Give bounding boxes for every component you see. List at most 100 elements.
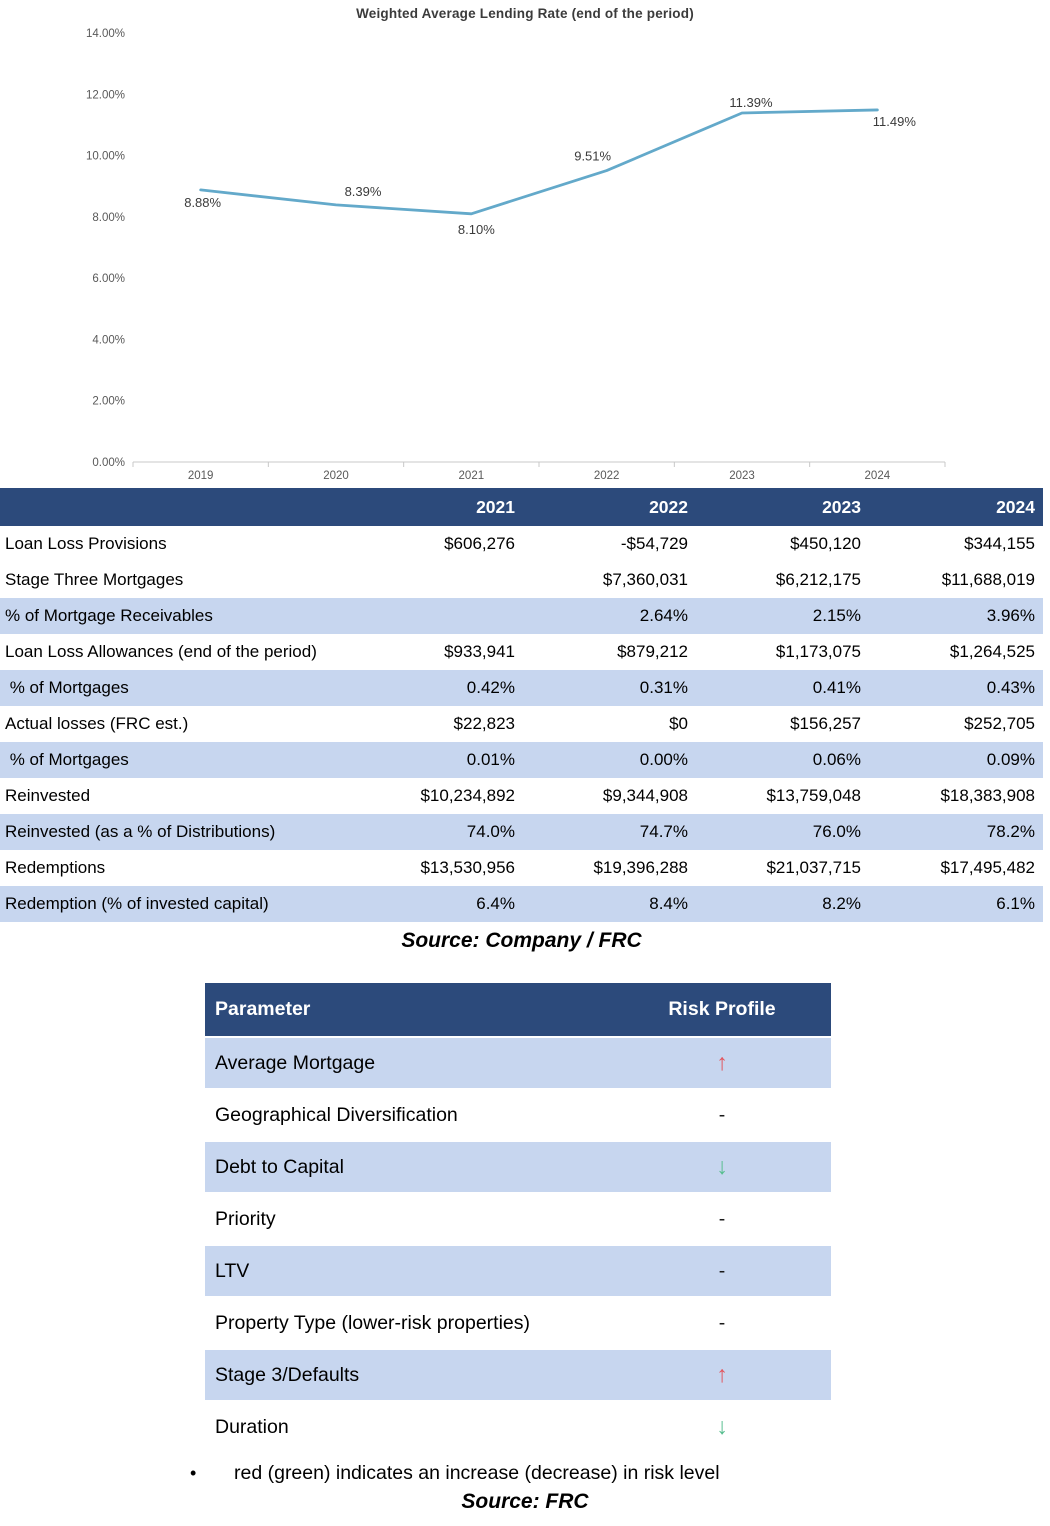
cell-value: 0.01% <box>466 750 515 769</box>
year-column-header: 2024 <box>869 488 1043 526</box>
risk-row: Geographical Diversification - <box>205 1089 831 1141</box>
y-axis-tick-label: 0.00% <box>92 457 125 469</box>
cell-value: $6,212,175 <box>775 570 861 589</box>
cell-value: $450,120 <box>790 534 861 553</box>
table-row: Actual losses (FRC est.) $22,823 $0 $156,25… <box>0 706 1043 742</box>
cell-value: $10,234,892 <box>420 786 515 805</box>
table-row: Redemption (% of invested capital) 6.4% 8.… <box>0 886 1043 922</box>
x-axis-tick-label: 2021 <box>459 470 485 482</box>
cell-value <box>350 562 523 598</box>
risk-indicator-cell: - <box>613 1245 831 1297</box>
risk-row: Average Mortgage ↑ <box>205 1037 831 1089</box>
risk-parameter-label: Property Type (lower-risk properties) <box>215 1311 530 1334</box>
cell-value: $11,688,019 <box>941 570 1035 589</box>
cell-value: $933,941 <box>444 642 515 661</box>
cell-value: $879,212 <box>617 642 688 661</box>
row-label: Loan Loss Provisions <box>5 534 167 553</box>
cell-value: 8.4% <box>649 894 688 913</box>
risk-indicator-cell: ↓ <box>613 1401 831 1452</box>
parameter-column-header: Parameter <box>205 983 613 1037</box>
source-company-frc: Source: Company / FRC <box>401 929 642 952</box>
cell-value: 6.4% <box>476 894 515 913</box>
risk-indicator-cell: ↑ <box>613 1349 831 1401</box>
cell-value: 3.96% <box>986 606 1035 625</box>
risk-neutral-dash: - <box>718 1311 726 1334</box>
chart-canvas: 0.00% 2.00% 4.00% 6.00% 8.00% 10.00% 12.00% 14.… <box>86 28 946 482</box>
table-row: Reinvested (as a % of Distributions) 74.0… <box>0 814 1043 850</box>
cell-value: $606,276 <box>444 534 515 553</box>
cell-value: 0.09% <box>986 750 1035 769</box>
table-row: % of Mortgage Receivables 2.64% 2.15% 3.96% <box>0 598 1043 634</box>
cell-value: 74.7% <box>639 822 688 841</box>
row-label: % of Mortgages <box>5 750 129 769</box>
metric-column-header <box>0 488 350 526</box>
risk-neutral-dash: - <box>718 1259 726 1282</box>
y-axis-tick-label: 12.00% <box>86 89 125 101</box>
table-header-row: 2021 2022 2023 2024 <box>0 488 1043 526</box>
cell-value: 2.64% <box>639 606 688 625</box>
risk-note-text: red (green) indicates an increase (decre… <box>234 1462 720 1484</box>
cell-value: 6.1% <box>996 894 1035 913</box>
risk-row: Debt to Capital ↓ <box>205 1141 831 1193</box>
y-axis-tick-label: 4.00% <box>92 334 125 346</box>
y-axis-tick-label: 6.00% <box>92 273 125 285</box>
cell-value: $9,344,908 <box>602 786 688 805</box>
year-column-header: 2023 <box>696 488 869 526</box>
y-axis-tick-label: 10.00% <box>86 151 125 163</box>
table-row: Redemptions $13,530,956 $19,396,288 $21,037… <box>0 850 1043 886</box>
cell-value: $13,759,048 <box>766 786 861 805</box>
risk-up-icon: ↑ <box>716 1048 728 1075</box>
risk-neutral-dash: - <box>718 1103 726 1126</box>
x-axis-tick-label: 2022 <box>594 470 620 482</box>
risk-parameter-label: Priority <box>215 1207 276 1230</box>
risk-profile-column-header: Risk Profile <box>613 983 831 1037</box>
row-label: Stage Three Mortgages <box>5 570 184 589</box>
data-point-label: 8.39% <box>345 184 382 199</box>
bullet-icon: • <box>190 1463 197 1483</box>
risk-parameter-label: Stage 3/Defaults <box>215 1363 360 1386</box>
data-point-label: 8.10% <box>458 222 495 237</box>
risk-parameter-label: Average Mortgage <box>215 1051 376 1074</box>
risk-indicator-cell: ↑ <box>613 1037 831 1089</box>
table-row: Loan Loss Provisions $606,276 -$54,729 $450… <box>0 526 1043 562</box>
y-axis-tick-label: 2.00% <box>92 396 125 408</box>
cell-value: 74.0% <box>466 822 515 841</box>
cell-value: 0.00% <box>639 750 688 769</box>
chart-title: Weighted Average Lending Rate (end of th… <box>356 6 694 21</box>
cell-value: $7,360,031 <box>602 570 688 589</box>
cell-value: 0.31% <box>639 678 688 697</box>
source-frc: Source: FRC <box>461 1490 589 1513</box>
cell-value: $19,396,288 <box>593 858 688 877</box>
risk-indicator-cell: ↓ <box>613 1141 831 1193</box>
cell-value: 0.41% <box>812 678 861 697</box>
risk-down-icon: ↓ <box>716 1412 728 1439</box>
x-axis-tick-label: 2024 <box>865 470 891 482</box>
cell-value: 76.0% <box>812 822 861 841</box>
year-column-header: 2022 <box>523 488 696 526</box>
cell-value: $1,264,525 <box>949 642 1035 661</box>
cell-value: 78.2% <box>986 822 1035 841</box>
x-axis-tick-label: 2019 <box>188 470 214 482</box>
y-axis-tick-label: 8.00% <box>92 212 125 224</box>
risk-down-icon: ↓ <box>716 1152 728 1179</box>
risk-parameter-label: Duration <box>215 1415 289 1438</box>
row-label: % of Mortgage Receivables <box>5 606 213 625</box>
cell-value: -$54,729 <box>620 534 688 553</box>
data-point-label: 11.49% <box>873 114 917 129</box>
cell-value: $344,155 <box>964 534 1035 553</box>
cell-value: 0.06% <box>812 750 861 769</box>
year-column-header: 2021 <box>350 488 523 526</box>
risk-row: Priority - <box>205 1193 831 1245</box>
cell-value: 2.15% <box>812 606 861 625</box>
row-label: Redemption (% of invested capital) <box>5 894 269 913</box>
row-label: Actual losses (FRC est.) <box>5 714 189 733</box>
risk-row: Property Type (lower-risk properties) - <box>205 1297 831 1349</box>
table-row: Loan Loss Allowances (end of the period)… <box>0 634 1043 670</box>
risk-row: Stage 3/Defaults ↑ <box>205 1349 831 1401</box>
risk-header-row: Parameter Risk Profile <box>205 983 831 1037</box>
chart-line <box>199 108 879 216</box>
table-row: Stage Three Mortgages $7,360,031 $6,212,17… <box>0 562 1043 598</box>
risk-parameter-label: Debt to Capital <box>215 1155 344 1178</box>
data-point-label: 8.88% <box>184 195 221 210</box>
